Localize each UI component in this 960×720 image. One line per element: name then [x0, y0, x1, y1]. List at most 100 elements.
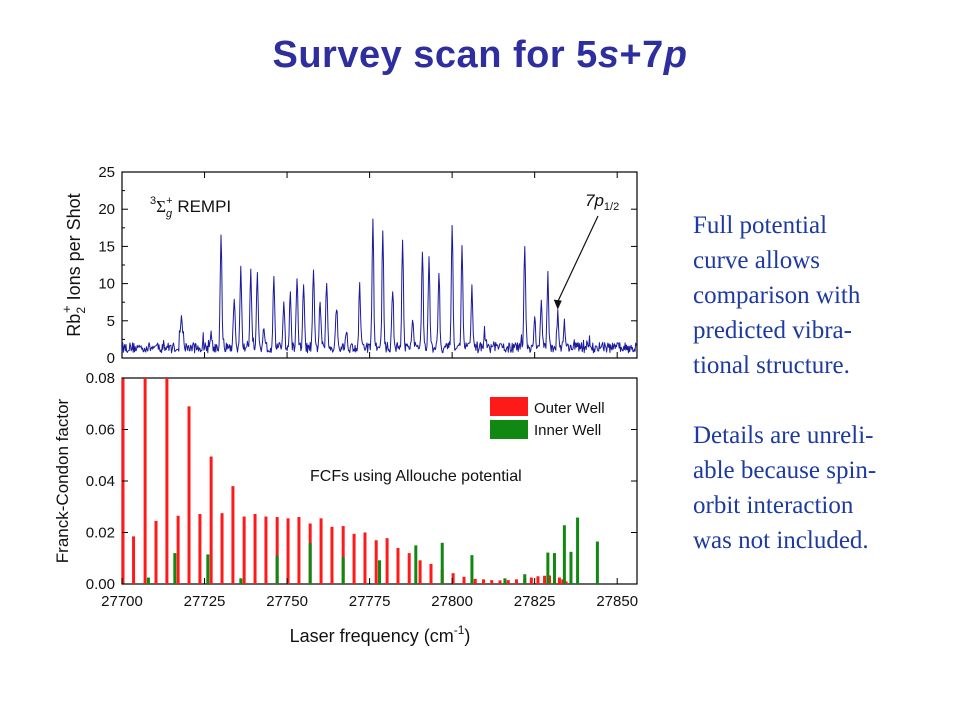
outer-well-bar	[286, 518, 290, 584]
outer-well-bar	[561, 579, 565, 584]
inner-well-bar	[595, 541, 599, 584]
outer-well-bar	[515, 579, 519, 584]
fcf-x-label-sup: -1	[454, 623, 465, 637]
slide-title: Survey scan for 5s+7p	[0, 34, 960, 77]
side-line: curve allows	[693, 247, 821, 274]
inner-well-bar	[562, 525, 566, 584]
spectrum-y-label-rest: Ions per Shot	[64, 193, 84, 305]
spectrum-y-tick-label: 5	[107, 313, 115, 330]
side-line: comparison with	[693, 282, 861, 309]
spectrum-y-ticks: 0 5 10 15 20 25	[98, 164, 637, 367]
side-line: orbit interaction	[693, 492, 854, 519]
rempi-annotation-sigma: Σ	[156, 197, 166, 216]
fcf-y-tick-label: 0.04	[86, 473, 115, 490]
side-line: able because spin-	[693, 457, 877, 484]
inner-well-bar	[523, 574, 527, 584]
outer-well-bar	[543, 575, 547, 584]
spectrum-y-tick-label: 25	[98, 164, 115, 181]
outer-well-bar	[536, 576, 540, 584]
inner-well-bar	[206, 554, 210, 584]
spectrum-y-tick-label: 0	[107, 350, 115, 367]
fcf-y-tick-label: 0.06	[86, 422, 115, 439]
outer-well-bar	[220, 513, 224, 584]
spectrum-y-tick-label: 10	[98, 276, 115, 293]
fcf-x-tick-label: 27775	[349, 593, 391, 610]
side-line: tional structure.	[693, 352, 850, 379]
inner-well-bar	[308, 542, 312, 584]
outer-well-bar	[264, 516, 268, 584]
side-paragraph-2: Details are unreli- able because spin- o…	[693, 418, 943, 558]
outer-well-bar	[564, 581, 568, 584]
inner-well-bar	[440, 542, 444, 584]
outer-well-bar	[352, 533, 356, 584]
fcf-annotation: FCFs using Allouche potential	[310, 468, 522, 485]
fcf-x-label: Laser frequency (cm-1)	[290, 623, 471, 646]
arrow-label: 7p1/2	[585, 191, 619, 213]
rempi-annotation: 3Σg+ REMPI	[150, 195, 231, 220]
outer-well-bar	[363, 532, 367, 584]
inner-well-bar	[503, 578, 507, 584]
fcf-y-label: Franck-Condon factor	[53, 398, 72, 563]
fcf-bars	[121, 378, 599, 584]
outer-well-bar	[143, 378, 147, 584]
spectrum-y-tick-label: 20	[98, 201, 115, 218]
outer-well-bar	[396, 547, 400, 584]
inner-well-bar	[378, 560, 381, 584]
outer-well-bar	[297, 517, 301, 584]
inner-well-bar	[546, 552, 550, 584]
arrow-label-main: 7p	[585, 191, 604, 210]
outer-well-bar	[529, 577, 533, 584]
rempi-annotation-plus: +	[166, 195, 172, 207]
spectrum-y-label: Rb2+ Ions per Shot	[59, 193, 88, 336]
outer-well-bar	[341, 526, 345, 584]
outer-well-bar	[231, 486, 235, 584]
arrow-label-sub: 1/2	[604, 201, 619, 213]
outer-well-bar	[176, 515, 180, 584]
title-plus: +7	[619, 34, 664, 76]
outer-well-bar	[451, 573, 455, 584]
outer-well-bar	[154, 520, 158, 584]
outer-well-bar	[253, 513, 257, 584]
fcf-x-tick-label: 27800	[431, 593, 473, 610]
outer-well-bar	[473, 578, 477, 584]
rempi-annotation-sup: 3	[150, 195, 156, 207]
fcf-x-tick-label: 27750	[266, 593, 308, 610]
inner-well-bar	[414, 545, 418, 584]
outer-well-bar	[506, 580, 510, 584]
legend-label-inner: Inner Well	[534, 422, 601, 439]
legend-swatch-inner	[490, 420, 528, 439]
inner-well-bar	[275, 555, 279, 584]
outer-well-bar	[132, 536, 136, 584]
inner-well-bar	[569, 551, 573, 584]
title-prefix: Survey scan for 5	[272, 34, 598, 76]
outer-well-bar	[481, 579, 485, 584]
outer-well-bar	[498, 580, 502, 584]
fcf-x-tick-label: 27700	[101, 593, 143, 610]
outer-well-bar	[548, 575, 552, 584]
fcf-y-tick-label: 0.00	[86, 576, 115, 593]
legend-label-outer: Outer Well	[534, 400, 605, 417]
fcf-x-ticks: 27700 27725 27750 27775 27800 27825 27850	[101, 172, 638, 610]
outer-well-bar	[385, 538, 389, 584]
outer-well-bar	[418, 560, 422, 584]
fcf-y-tick-label: 0.08	[86, 370, 115, 387]
outer-well-bar	[462, 576, 466, 584]
outer-well-bar	[187, 406, 191, 584]
outer-well-bar	[374, 540, 378, 584]
fcf-x-tick-label: 27825	[514, 593, 556, 610]
side-line: Full potential	[693, 212, 828, 239]
outer-well-bar	[275, 517, 279, 584]
spectrum-line	[121, 218, 637, 354]
inner-well-bar	[576, 517, 580, 584]
side-line: Details are unreli-	[693, 422, 874, 449]
outer-well-bar	[319, 518, 323, 584]
outer-well-bar	[242, 516, 246, 584]
outer-well-bar	[209, 456, 213, 584]
inner-well-bar	[146, 577, 150, 584]
outer-well-bar	[557, 577, 561, 584]
outer-well-bar	[407, 553, 411, 584]
arrow-line	[557, 215, 599, 302]
inner-well-bar	[239, 578, 243, 584]
